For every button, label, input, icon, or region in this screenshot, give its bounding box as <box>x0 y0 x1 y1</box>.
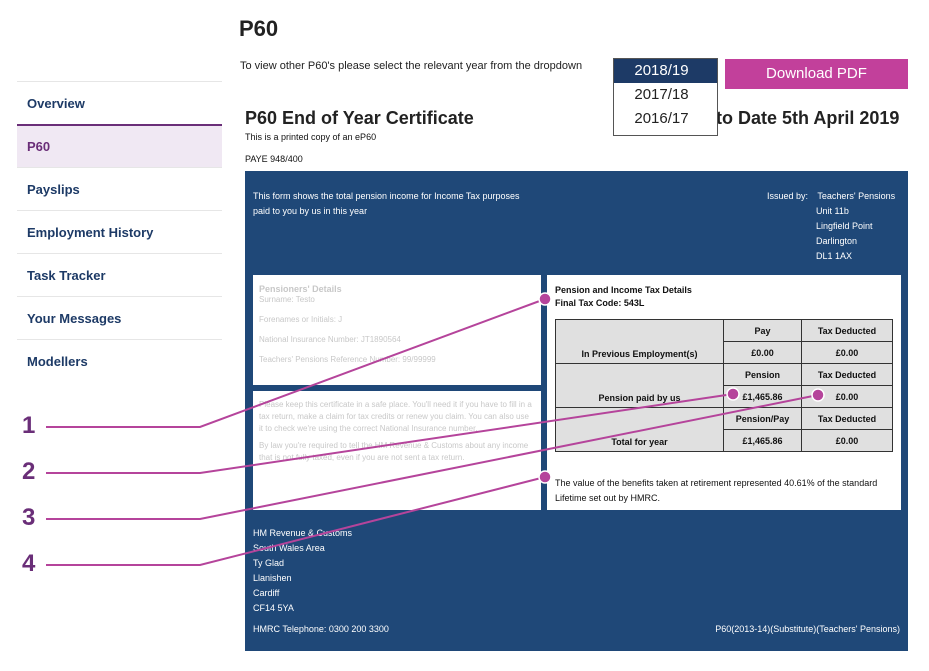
issuer-line: Lingfield Point <box>816 221 873 231</box>
paye-reference: PAYE 948/400 <box>245 154 303 164</box>
table-row: Pension paid by us Pension Tax Deducted <box>555 363 893 408</box>
column-header: Tax Deducted <box>801 407 893 430</box>
certificate-title: P60 End of Year Certificate <box>245 108 474 128</box>
note-paragraph: Please keep this certificate in a safe p… <box>259 400 532 433</box>
year-option[interactable]: 2018/19 <box>614 59 717 83</box>
tax-details-heading: Pension and Income Tax Details <box>555 285 692 295</box>
form-reference: P60(2013-14)(Substitute)(Teachers' Pensi… <box>715 624 900 634</box>
table-cell: £0.00 <box>801 429 893 452</box>
pensioner-reference: Teachers' Pensions Reference Number: 99/… <box>259 355 436 364</box>
issued-by: Issued by: Teachers' Pensions Unit 11b L… <box>767 189 895 264</box>
table-cell: £1,465.86 <box>723 429 802 452</box>
callout-number-3: 3 <box>22 504 36 531</box>
table-cell: £0.00 <box>723 341 802 364</box>
issued-by-label: Issued by: <box>767 191 809 201</box>
address-line: Ty Glad <box>253 558 285 568</box>
column-header: Pay <box>723 319 802 342</box>
instruction-text: To view other P60's please select the re… <box>240 60 583 72</box>
final-tax-code: Final Tax Code: 543L <box>555 298 645 308</box>
row-label: Total for year <box>555 407 724 452</box>
address-line: CF14 5YA <box>253 603 294 613</box>
sidebar-nav: Overview P60 Payslips Employment History… <box>17 81 222 382</box>
row-label: Pension paid by us <box>555 363 724 408</box>
lifetime-benefits-text: The value of the benefits taken at retir… <box>555 478 878 503</box>
pensioner-forenames: Forenames or Initials: J <box>259 315 343 324</box>
address-line: South Wales Area <box>253 543 325 553</box>
address-line: Llanishen <box>253 573 292 583</box>
issuer-line: DL1 1AX <box>816 251 853 261</box>
table-cell: £0.00 <box>801 341 893 364</box>
year-option[interactable]: 2016/17 <box>634 110 689 127</box>
callout-number-2: 2 <box>22 458 36 485</box>
sidebar-item-p60[interactable]: P60 <box>17 124 222 167</box>
sidebar-item-modellers[interactable]: Modellers <box>17 339 222 382</box>
sidebar-item-employment-history[interactable]: Employment History <box>17 210 222 253</box>
sidebar-item-overview[interactable]: Overview <box>17 81 222 124</box>
row-label: In Previous Employment(s) <box>555 319 724 364</box>
address-line: Cardiff <box>253 588 280 598</box>
issuer-line: Teachers' Pensions <box>817 191 896 201</box>
certificate-note-box: Please keep this certificate in a safe p… <box>253 391 541 510</box>
issuer-line: Unit 11b <box>816 206 849 216</box>
pensioner-details-heading: Pensioners' Details <box>259 284 342 294</box>
certificate-subtitle: This is a printed copy of an eP60 <box>245 132 377 142</box>
table-cell: £1,465.86 <box>723 385 802 408</box>
download-pdf-button[interactable]: Download PDF <box>725 59 908 89</box>
sidebar-item-task-tracker[interactable]: Task Tracker <box>17 253 222 296</box>
year-option[interactable]: 2017/18 <box>634 86 689 103</box>
pensioner-details-box: Pensioners' Details Surname: Testo Foren… <box>253 275 541 385</box>
sidebar-item-payslips[interactable]: Payslips <box>17 167 222 210</box>
table-cell: £0.00 <box>801 385 893 408</box>
table-row: £0.00 £0.00 <box>556 341 893 364</box>
tax-details-box: Pension and Income Tax Details Final Tax… <box>547 275 901 510</box>
callout-number-4: 4 <box>22 550 36 577</box>
note-paragraph: By law you're required to tell the HM Re… <box>259 441 529 462</box>
column-header: Pension <box>723 363 802 386</box>
year-dropdown[interactable]: 2018/19 2017/18 2016/17 <box>613 58 718 136</box>
certificate-intro: This form shows the total pension income… <box>253 191 520 216</box>
table-row: Total for year Pension/Pay Tax Deducted <box>555 407 893 452</box>
hmrc-telephone: HMRC Telephone: 0300 200 3300 <box>253 624 389 634</box>
address-line: HM Revenue & Customs <box>253 528 353 538</box>
pensioner-surname: Surname: Testo <box>259 295 315 304</box>
issuer-line: Darlington <box>816 236 858 246</box>
callout-number-1: 1 <box>22 412 36 439</box>
tax-table: In Previous Employment(s) Pay Tax Deduct… <box>555 319 893 452</box>
column-header: Tax Deducted <box>801 319 893 342</box>
table-row: In Previous Employment(s) Pay Tax Deduct… <box>555 319 893 364</box>
column-header: Pension/Pay <box>723 407 802 430</box>
hmrc-address: HM Revenue & Customs South Wales Area Ty… <box>253 526 352 616</box>
certificate-date: to Date 5th April 2019 <box>716 108 900 128</box>
p60-certificate: This form shows the total pension income… <box>245 171 908 651</box>
page-title: P60 <box>239 16 279 41</box>
pensioner-ni-number: National Insurance Number: JT1890564 <box>259 335 401 344</box>
sidebar-item-your-messages[interactable]: Your Messages <box>17 296 222 339</box>
column-header: Tax Deducted <box>801 363 893 386</box>
